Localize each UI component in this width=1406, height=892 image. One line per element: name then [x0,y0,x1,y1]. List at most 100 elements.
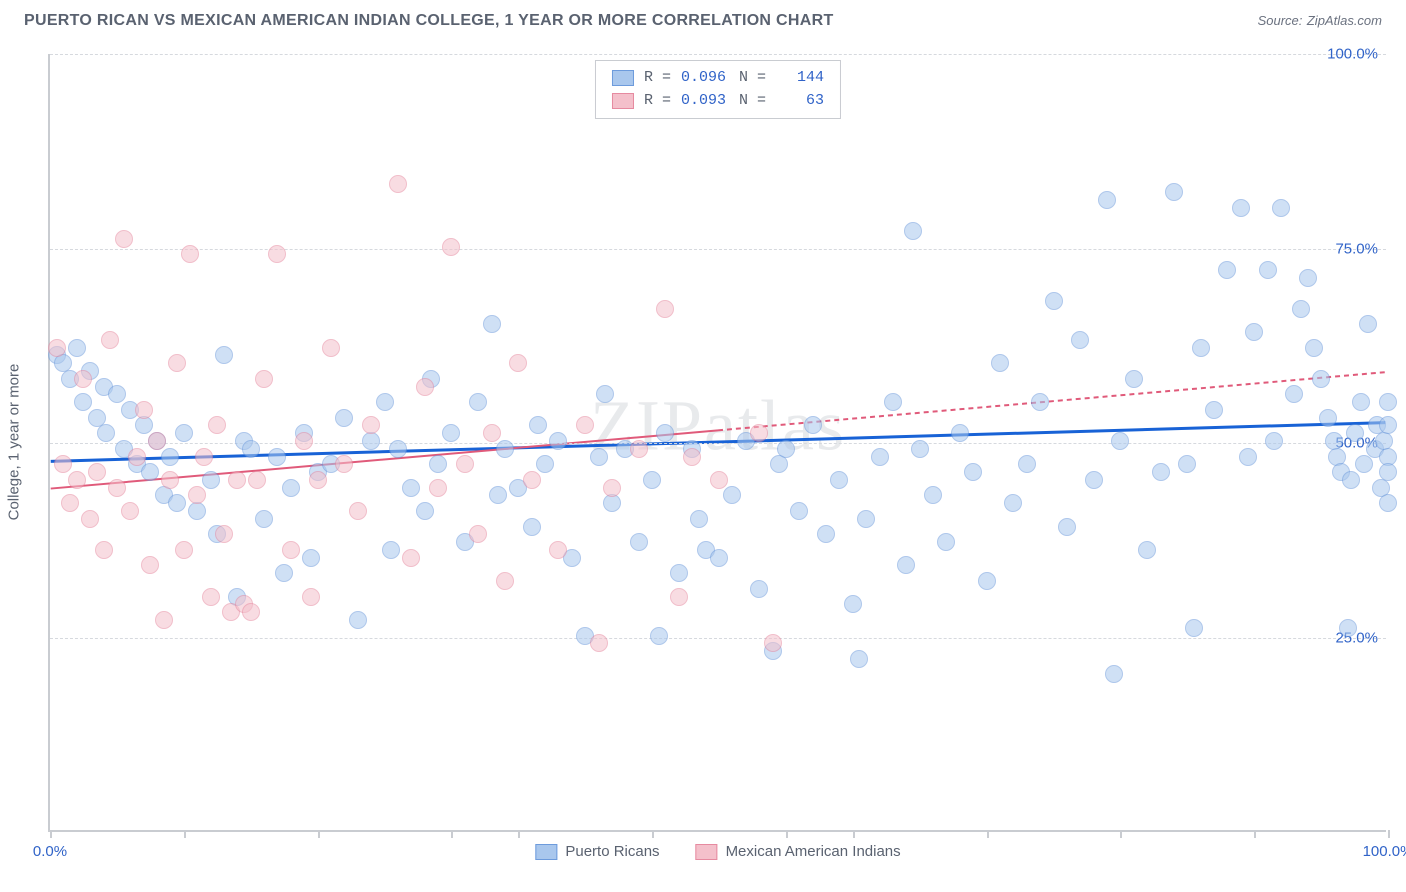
scatter-point [1192,339,1210,357]
scatter-point [596,385,614,403]
scatter-point [95,541,113,559]
scatter-point [690,510,708,528]
scatter-point [48,339,66,357]
scatter-point [161,448,179,466]
scatter-point [496,572,514,590]
scatter-point [1125,370,1143,388]
scatter-point [456,455,474,473]
scatter-point [850,650,868,668]
scatter-point [74,370,92,388]
scatter-point [349,502,367,520]
scatter-point [242,440,260,458]
scatter-point [215,346,233,364]
scatter-point [670,588,688,606]
scatter-point [141,463,159,481]
legend-swatch [612,93,634,109]
scatter-point [1285,385,1303,403]
chart-header: PUERTO RICAN VS MEXICAN AMERICAN INDIAN … [0,0,1406,38]
stats-row: R =0.096N =144 [612,67,824,90]
scatter-point [202,588,220,606]
scatter-point [1218,261,1236,279]
scatter-point [108,385,126,403]
scatter-point [750,424,768,442]
scatter-point [483,315,501,333]
xtick [652,830,654,838]
ytick-label: 75.0% [1335,240,1378,257]
scatter-point [630,533,648,551]
scatter-point [656,300,674,318]
scatter-point [389,175,407,193]
ytick-label: 100.0% [1327,46,1378,63]
scatter-point [549,432,567,450]
source-attribution: Source: ZipAtlas.com [1258,12,1382,30]
scatter-point [429,455,447,473]
gridline [50,249,1386,250]
scatter-point [322,339,340,357]
legend-label: Puerto Ricans [565,843,659,860]
bottom-legend: Puerto RicansMexican American Indians [535,843,900,860]
scatter-point [61,494,79,512]
xtick [853,830,855,838]
scatter-point [1299,269,1317,287]
scatter-point [590,448,608,466]
scatter-point [523,518,541,536]
stat-N-value: 63 [776,90,824,113]
scatter-point [576,416,594,434]
scatter-point [790,502,808,520]
stat-R-label: R = [644,67,671,90]
scatter-point [1319,409,1337,427]
scatter-point [844,595,862,613]
scatter-point [416,378,434,396]
scatter-point [429,479,447,497]
xtick [451,830,453,838]
scatter-point [529,416,547,434]
scatter-point [1379,416,1397,434]
scatter-point [483,424,501,442]
scatter-point [202,471,220,489]
scatter-point [228,471,246,489]
scatter-point [1305,339,1323,357]
scatter-point [416,502,434,520]
xtick [1120,830,1122,838]
scatter-point [1152,463,1170,481]
scatter-point [128,448,146,466]
scatter-point [248,471,266,489]
stats-row: R =0.093N =63 [612,90,824,113]
scatter-point [175,541,193,559]
scatter-point [1031,393,1049,411]
xtick [1254,830,1256,838]
scatter-point [884,393,902,411]
scatter-point [1379,494,1397,512]
legend-swatch [696,844,718,860]
scatter-point [215,525,233,543]
scatter-point [804,416,822,434]
scatter-point [175,424,193,442]
scatter-point [402,549,420,567]
scatter-point [937,533,955,551]
scatter-point [208,416,226,434]
scatter-point [402,479,420,497]
scatter-point [1185,619,1203,637]
stat-N-value: 144 [776,67,824,90]
gridline [50,54,1386,55]
scatter-point [1379,463,1397,481]
scatter-point [1342,471,1360,489]
legend-item: Puerto Ricans [535,843,659,860]
scatter-point [275,564,293,582]
scatter-point [121,502,139,520]
scatter-point [1379,393,1397,411]
scatter-point [74,393,92,411]
scatter-point [1339,619,1357,637]
scatter-point [964,463,982,481]
scatter-point [442,238,460,256]
scatter-point [1259,261,1277,279]
legend-swatch [535,844,557,860]
scatter-point [1355,455,1373,473]
scatter-point [161,471,179,489]
scatter-point [108,479,126,497]
stat-N-label: N = [739,67,766,90]
scatter-point [710,471,728,489]
scatter-point [750,580,768,598]
scatter-point [349,611,367,629]
scatter-point [603,494,621,512]
